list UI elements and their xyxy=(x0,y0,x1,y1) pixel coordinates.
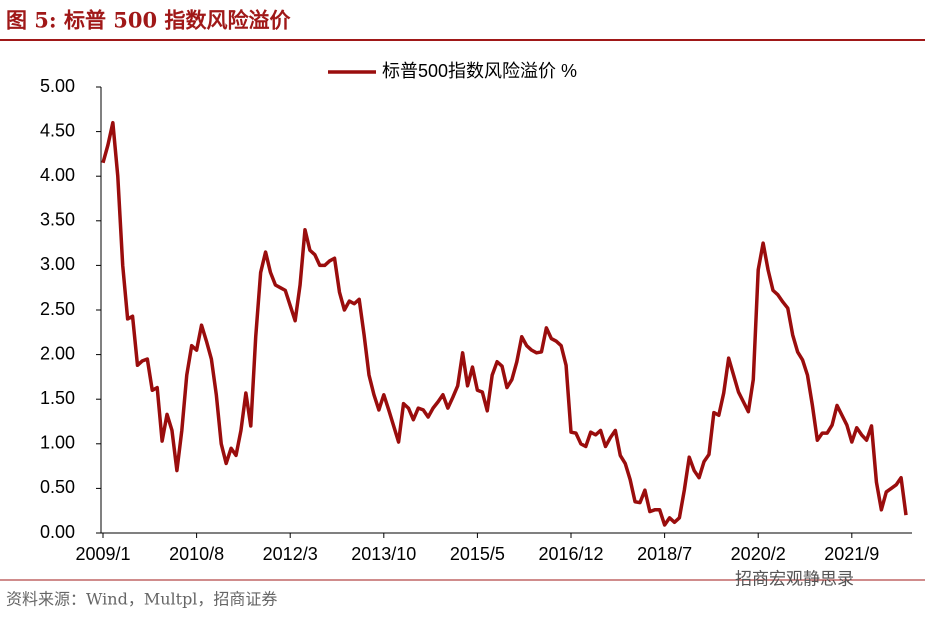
x-tick-label: 2020/2 xyxy=(731,544,786,564)
x-tick-label: 2012/3 xyxy=(263,544,318,564)
y-tick-label: 4.50 xyxy=(40,120,75,140)
chart-title: 图 5: 标普 500 指数风险溢价 xyxy=(6,8,291,33)
y-tick-label: 2.00 xyxy=(40,343,75,363)
x-tick-label: 2013/10 xyxy=(351,544,416,564)
source: 资料来源：Wind，Multpl，招商证券 xyxy=(6,590,277,609)
y-tick-label: 1.00 xyxy=(40,433,75,453)
watermark: 招商宏观静思录 xyxy=(735,569,854,588)
y-tick-label: 1.50 xyxy=(40,388,75,408)
x-tick-label: 2021/9 xyxy=(824,544,879,564)
x-tick-label: 2015/5 xyxy=(450,544,505,564)
series-line xyxy=(101,120,908,527)
y-tick-label: 0.00 xyxy=(40,522,75,542)
y-tick-label: 0.50 xyxy=(40,477,75,497)
x-tick-label: 2016/12 xyxy=(538,544,603,564)
x-tick-label: 2010/8 xyxy=(169,544,224,564)
y-tick-label: 3.00 xyxy=(40,254,75,274)
x-tick-label: 2018/7 xyxy=(637,544,692,564)
x-tick-label: 2009/1 xyxy=(75,544,130,564)
legend-label: 标普500指数风险溢价 % xyxy=(382,61,577,81)
y-tick-label: 4.00 xyxy=(40,165,75,185)
y-tick-label: 2.50 xyxy=(40,299,75,319)
y-tick-label: 5.00 xyxy=(40,76,75,96)
y-tick-label: 3.50 xyxy=(40,210,75,230)
